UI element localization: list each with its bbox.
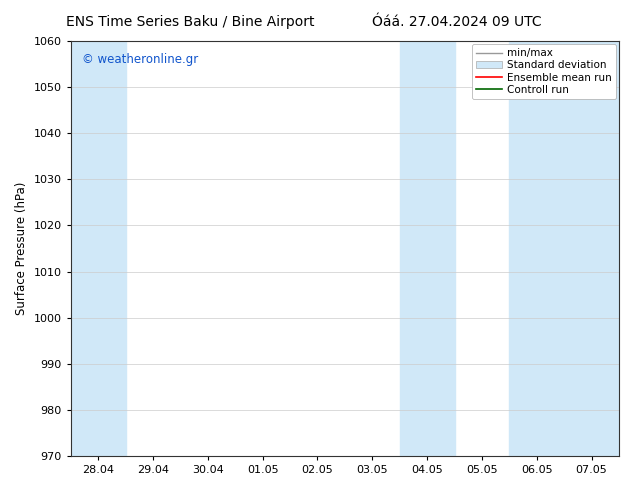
Bar — [71, 41, 126, 456]
Text: Óáá. 27.04.2024 09 UTC: Óáá. 27.04.2024 09 UTC — [372, 15, 541, 29]
Legend: min/max, Standard deviation, Ensemble mean run, Controll run: min/max, Standard deviation, Ensemble me… — [472, 44, 616, 99]
Bar — [509, 41, 564, 456]
Bar — [564, 41, 619, 456]
Text: © weatheronline.gr: © weatheronline.gr — [82, 53, 198, 67]
Y-axis label: Surface Pressure (hPa): Surface Pressure (hPa) — [15, 182, 28, 315]
Text: ENS Time Series Baku / Bine Airport: ENS Time Series Baku / Bine Airport — [66, 15, 314, 29]
Bar — [399, 41, 455, 456]
